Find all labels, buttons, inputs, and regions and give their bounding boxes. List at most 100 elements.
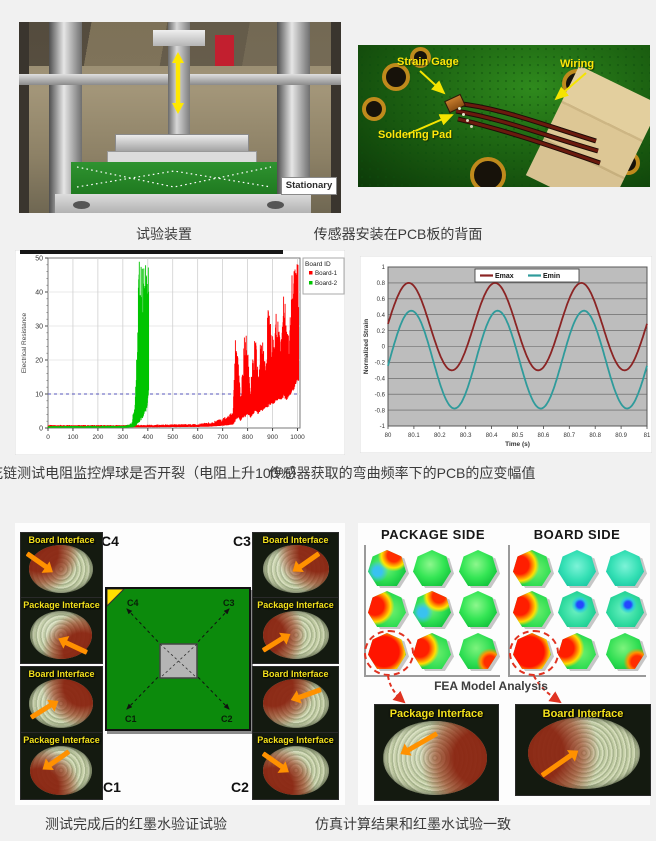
vertical-motion-arrow-icon [172,52,184,114]
svg-text:Board ID: Board ID [305,261,331,268]
fea-ball-contour [413,550,451,586]
svg-text:0.6: 0.6 [377,297,386,303]
svg-text:-1: -1 [380,424,386,430]
svg-text:80.4: 80.4 [486,433,498,439]
schematic-label-c3: C3 [223,598,235,608]
caption-strain: 传感器获取的弯曲频率下的PCB的应变幅值 [268,465,536,481]
svg-text:300: 300 [117,434,128,441]
legend: Board ID Board-1 Board-2 [302,257,345,295]
fea-callout-arrows [387,675,562,704]
caption-red-ink: 测试完成后的红墨水验证试验 [45,816,227,832]
base-hole-left [73,201,90,209]
fea-ball-contour [606,633,644,669]
svg-text:81: 81 [644,433,651,439]
board-side-header: BOARD SIDE [533,527,621,542]
corner-label-c2: C2 [231,779,249,795]
svg-text:40: 40 [35,289,43,296]
fea-ball-contour [606,591,644,627]
legend: Emax Emin [474,268,580,283]
pcb-schematic-drawing: C4 C3 C1 C2 [106,588,235,724]
series-board-2 [47,261,150,428]
highlight-circle [509,630,559,676]
svg-text:1000: 1000 [290,434,305,441]
package-side-header: PACKAGE SIDE [381,527,485,542]
package-panel-axis [364,545,366,675]
red-ink-photo: Package Interface [21,598,102,663]
fea-ball-contour [413,591,451,627]
svg-text:Emax: Emax [495,273,514,280]
gold-pad [410,47,431,68]
wiring-label: Wiring [560,58,595,70]
fea-ball-contour [513,550,551,586]
stationary-label: Stationary [281,177,337,195]
svg-text:200: 200 [92,434,103,441]
red-ink-photo: Board Interface [21,533,102,597]
fea-ball-contour [459,550,497,586]
svg-text:0.2: 0.2 [377,329,386,335]
svg-text:30: 30 [35,323,43,330]
fea-ball-contour [606,550,644,586]
strain-gage-label: Strain Gage [397,56,459,68]
interface-label: Package Interface [257,735,334,745]
svg-text:-0.4: -0.4 [375,377,386,383]
svg-text:80.2: 80.2 [434,433,446,439]
highlight-circle [364,630,414,676]
interface-label: Package Interface [389,708,484,720]
fea-ball-contour [558,550,596,586]
corner-label-c3: C3 [233,533,251,549]
fea-ball-contour [459,591,497,627]
board-panel-axis [508,545,510,675]
red-ink-photo: Package Interface [253,733,338,799]
svg-text:0: 0 [39,425,43,432]
series-emax [387,282,648,372]
svg-text:80.1: 80.1 [408,433,420,439]
rig-right-edge [331,22,341,213]
fea-ball-contour [459,633,497,669]
caption-test-rig: 试验装置 [136,226,192,242]
svg-text:50: 50 [35,255,43,262]
corner-marker-triangle [106,588,126,608]
figure-pcb-back-photo: Strain Gage Wiring Soldering Pad [358,45,650,187]
soldering-pads [458,107,461,110]
pcb-dotted-guides [76,166,272,188]
red-ink-photo: Board Interface [253,533,338,597]
svg-text:0.8: 0.8 [377,281,386,287]
fea-ball-contour [513,591,551,627]
svg-text:100: 100 [68,434,79,441]
interface-label: Package Interface [23,600,100,610]
schematic-label-c4: C4 [127,598,139,608]
shaft-top-fitting [153,30,205,46]
interface-label: Board Interface [28,535,95,545]
fea-ball-contour [368,550,406,586]
svg-text:10: 10 [35,391,43,398]
corner-label-c4: C4 [101,533,119,549]
svg-text:Electrical Resistance: Electrical Resistance [21,312,28,373]
fea-ball-contour [413,633,451,669]
svg-text:Time (s): Time (s) [505,441,530,448]
caption-fea: 仿真计算结果和红墨水试验一致 [315,816,511,832]
interface-label: Board Interface [542,708,624,720]
gold-pad [362,97,386,121]
fea-analysis-title: FEA Model Analysis [434,679,548,693]
svg-text:Normalized Strain: Normalized Strain [363,319,370,374]
svg-text:-0.6: -0.6 [375,392,386,398]
red-ink-photo: Board Interface [21,667,102,732]
interface-label: Board Interface [262,669,329,679]
red-tag [215,35,234,66]
fea-ball-contour [368,591,406,627]
svg-text:Board-2: Board-2 [315,280,338,287]
strain-chart: -1 -0.8 -0.6 -0.4 -0.2 0 0.2 0.4 0.6 0.8 1 80 80.1 80… [360,256,652,453]
svg-text:80: 80 [385,433,392,439]
svg-text:80.8: 80.8 [589,433,601,439]
figure-fea-analysis: PACKAGE SIDE BOARD SIDE FEA Model Analys… [358,523,650,805]
rig-left-edge [19,22,29,213]
package-panel-axis [364,675,500,677]
svg-text:900: 900 [267,434,278,441]
svg-text:0: 0 [46,434,50,441]
test-pcb-board [71,162,277,197]
base-hole-right [267,201,284,209]
gold-pad [382,63,410,91]
svg-text:80.7: 80.7 [563,433,575,439]
